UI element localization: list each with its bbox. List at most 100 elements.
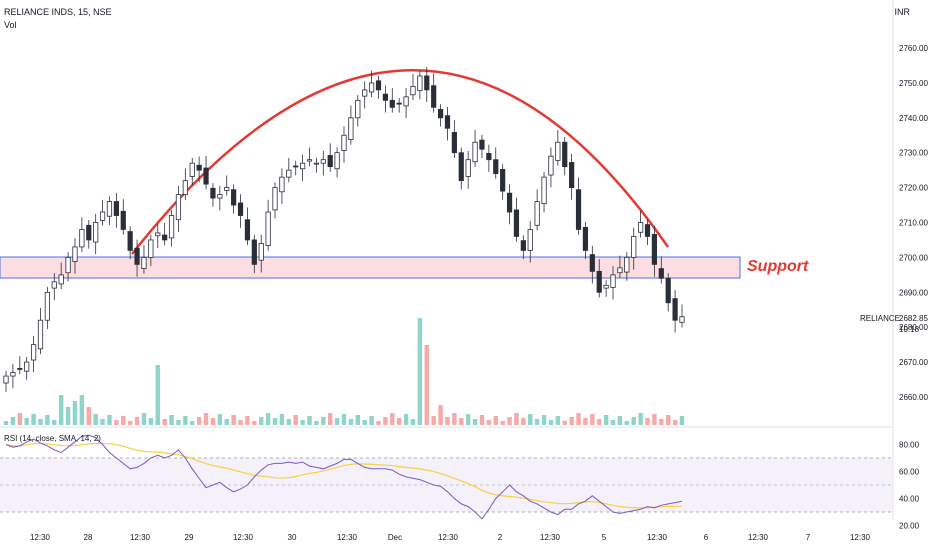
- volume-bar: [334, 418, 340, 425]
- time-tick-label: 7: [806, 533, 811, 542]
- candle: [30, 344, 37, 361]
- volume-bar: [597, 419, 602, 425]
- price-axis: 2760.00 2750.00 2740.00 2730.00 2720.00 2710.…: [899, 44, 928, 402]
- candle: [189, 162, 195, 177]
- volume-bar: [514, 413, 519, 425]
- time-axis: 12:30 28 12:30 29 12:30 30 12:30 Dec 12:30 2 12:30…: [30, 533, 871, 542]
- candle: [555, 141, 561, 161]
- volume-bar: [396, 418, 402, 425]
- candle: [624, 256, 630, 273]
- volume-bar: [321, 417, 326, 425]
- candle: [313, 162, 320, 165]
- volume-bar: [238, 420, 243, 425]
- candles: [3, 67, 685, 392]
- candle: [286, 169, 292, 178]
- volume-bar: [196, 417, 202, 425]
- volume-bar: [617, 416, 623, 425]
- candle: [506, 192, 513, 213]
- volume-bar: [383, 417, 388, 425]
- time-tick-label: 30: [288, 533, 297, 542]
- volume-bar: [114, 420, 119, 425]
- candle: [300, 162, 306, 170]
- volume-bar: [576, 413, 581, 425]
- candle: [631, 236, 637, 258]
- candle: [617, 267, 623, 274]
- candle: [37, 319, 44, 350]
- candle: [175, 194, 182, 221]
- volume-bar: [79, 395, 85, 425]
- time-tick-label: 12:30: [337, 533, 358, 542]
- volume-bar: [369, 416, 374, 425]
- candle: [17, 367, 23, 370]
- rsi-tick-label: 40.00: [899, 495, 920, 504]
- volume-bar: [672, 420, 678, 425]
- candle: [155, 232, 161, 237]
- volume-bar: [314, 421, 319, 425]
- candle: [58, 274, 64, 285]
- volume-bar: [155, 365, 160, 425]
- volume-bar: [521, 418, 526, 425]
- candle: [306, 159, 313, 162]
- volume-bar: [93, 414, 98, 425]
- rounded-top-arc[interactable]: [131, 69, 670, 255]
- volume-bar: [86, 407, 91, 425]
- volume-bar: [328, 413, 333, 425]
- volume-bar: [431, 416, 436, 425]
- volume-bar: [272, 418, 278, 425]
- time-tick-label: 12:30: [850, 533, 871, 542]
- volume-bar: [390, 413, 395, 425]
- candle: [217, 194, 223, 199]
- candle: [86, 224, 92, 241]
- support-zone[interactable]: [0, 256, 741, 279]
- volume-bar: [210, 418, 216, 425]
- candle: [569, 162, 575, 189]
- candle: [658, 268, 664, 279]
- volume-bar: [38, 419, 43, 425]
- candle: [472, 141, 478, 163]
- volume-bar: [52, 420, 57, 425]
- volume-bar: [528, 414, 533, 425]
- currency-label: INR: [894, 7, 911, 17]
- candle: [479, 139, 485, 150]
- candle: [610, 274, 616, 288]
- candle: [168, 215, 175, 239]
- candle: [493, 159, 499, 175]
- volume-bar: [286, 419, 292, 425]
- candle: [575, 189, 582, 230]
- candle: [486, 152, 492, 161]
- volume-bar: [127, 421, 133, 425]
- volume-bar: [583, 418, 588, 425]
- volume-bar: [493, 416, 498, 425]
- candle: [679, 316, 685, 323]
- last-price-countdown: 10:18: [899, 325, 920, 334]
- volume-bar: [3, 421, 9, 425]
- candle: [596, 270, 602, 293]
- volume-bar: [183, 416, 188, 425]
- candle: [162, 234, 168, 241]
- volume-label: Vol: [4, 20, 17, 30]
- volume-bar: [541, 415, 547, 425]
- volume-bar: [376, 421, 381, 425]
- candle: [244, 219, 251, 241]
- candle: [644, 224, 651, 237]
- candle: [431, 85, 437, 108]
- candle: [638, 222, 644, 233]
- candle: [534, 201, 540, 226]
- last-price-symbol: RELIANCE: [860, 314, 900, 323]
- time-tick-label: 12:30: [438, 533, 459, 542]
- price-tick-label: 2740.00: [899, 114, 928, 123]
- price-tick-label: 2760.00: [899, 44, 928, 53]
- candle: [203, 167, 209, 185]
- candle: [224, 187, 230, 191]
- volume-bar: [300, 420, 305, 425]
- time-tick-label: 12:30: [130, 533, 151, 542]
- candle: [396, 102, 402, 105]
- rsi-axis: 80.00 60.00 40.00 20.00: [899, 441, 920, 531]
- volume-bar: [659, 419, 664, 425]
- support-label: Support: [747, 258, 809, 275]
- rsi-label: RSI (14, close, SMA, 14, 2): [4, 434, 101, 443]
- volume-bar: [65, 407, 71, 425]
- volume-bar: [265, 413, 271, 425]
- volume-bar: [472, 419, 478, 425]
